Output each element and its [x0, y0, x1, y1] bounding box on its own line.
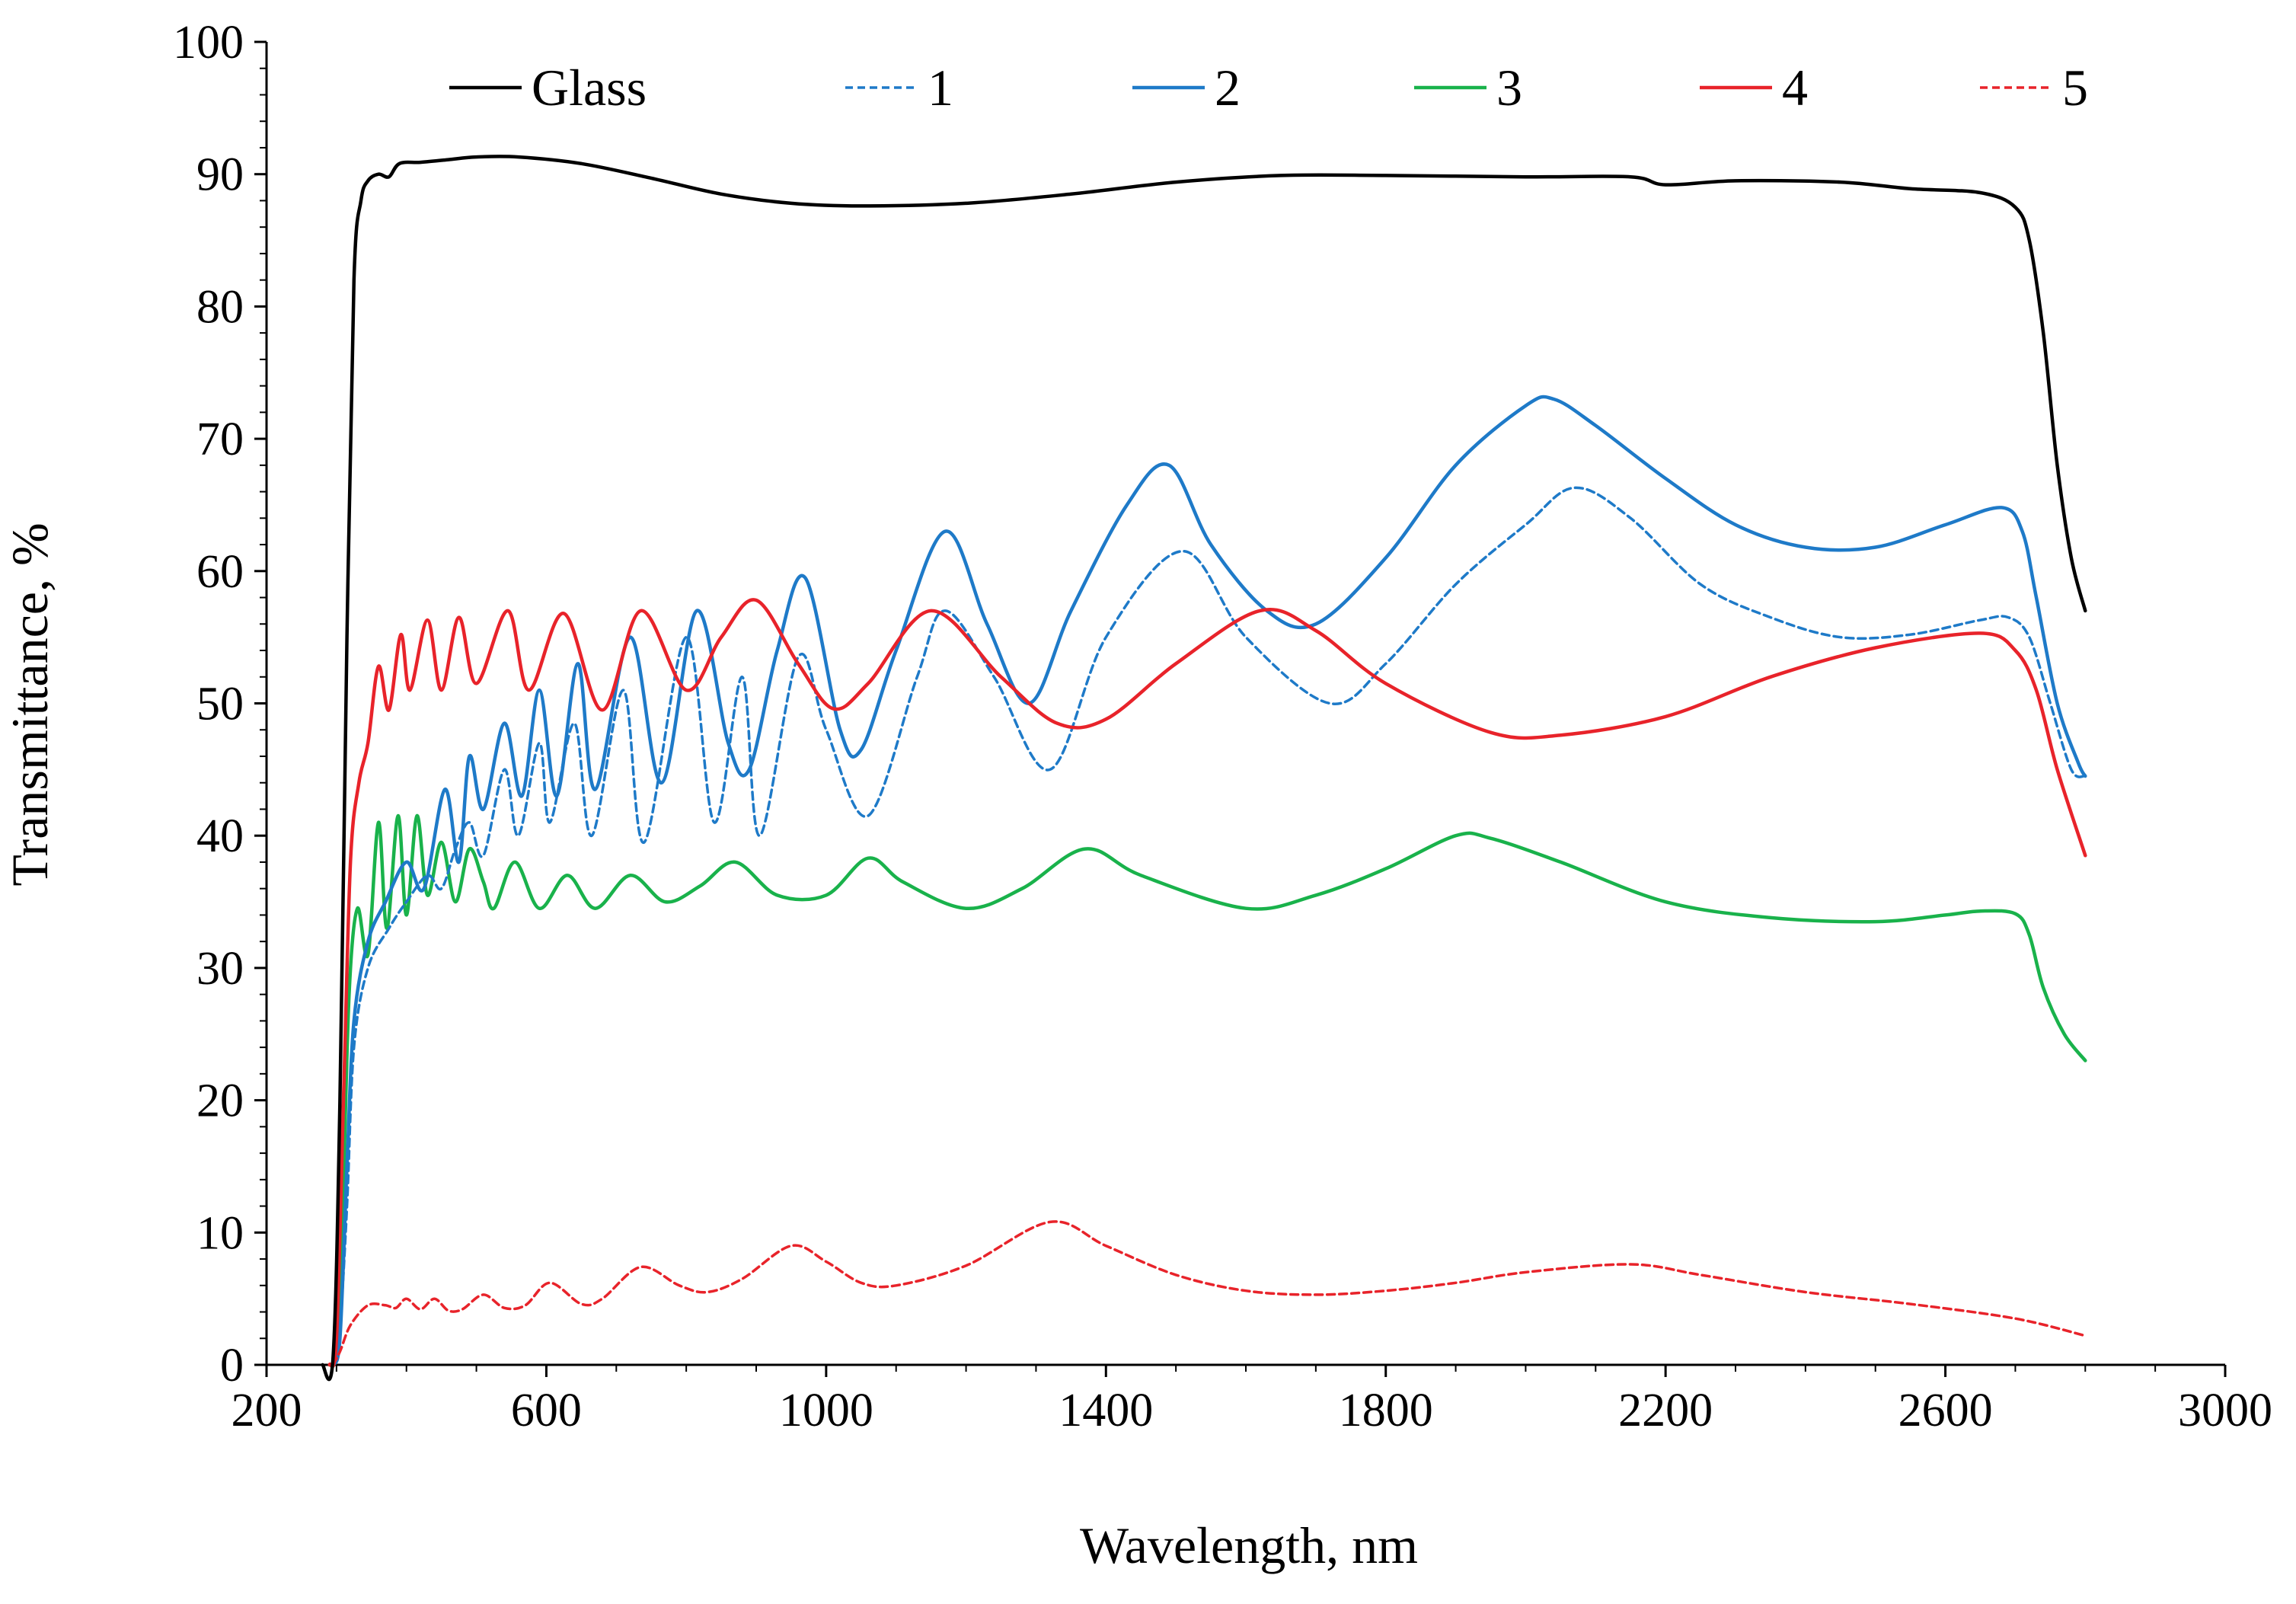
y-axis-title: Transmittance, %	[1, 522, 59, 886]
x-axis-title: Wavelength, nm	[1080, 1516, 1418, 1574]
series-line-glass	[321, 155, 2087, 1382]
legend-label: 1	[928, 59, 953, 117]
y-tick-label: 20	[196, 1075, 244, 1127]
axes-group: 0 10 20 30 40 50 60 70 80 90 100 200 600 1000 1400 1800…	[173, 17, 2272, 1436]
y-tick-label: 70	[196, 414, 244, 465]
series-line-4	[327, 598, 2087, 1369]
series-line-1	[331, 486, 2087, 1366]
x-tick-label: 2200	[1618, 1385, 1713, 1436]
legend-label: 2	[1215, 59, 1241, 117]
x-tick-label: 1800	[1339, 1385, 1433, 1436]
series-line-5	[331, 1220, 2087, 1366]
x-tick-label: 200	[232, 1385, 302, 1436]
y-tick-label: 0	[220, 1340, 244, 1392]
x-tick-label: 1400	[1059, 1385, 1153, 1436]
y-tick-label: 40	[196, 810, 244, 862]
y-tick-label: 60	[196, 546, 244, 598]
legend-label: 3	[1496, 59, 1522, 117]
y-tick-label: 100	[173, 17, 244, 69]
x-tick-label: 1000	[779, 1385, 873, 1436]
legend-label: 4	[1782, 59, 1808, 117]
x-tick-label: 3000	[2178, 1385, 2272, 1436]
legend-label: 5	[2062, 59, 2088, 117]
y-tick-label: 80	[196, 281, 244, 333]
series-line-2	[331, 395, 2087, 1367]
legend: Glass 1 2 3 4 5	[449, 59, 2088, 117]
x-tick-label: 600	[511, 1385, 582, 1436]
y-tick-label: 50	[196, 679, 244, 730]
series-group	[321, 155, 2087, 1382]
legend-label: Glass	[532, 59, 647, 117]
y-tick-label: 90	[196, 149, 244, 201]
y-tick-label: 10	[196, 1207, 244, 1259]
y-tick-label: 30	[196, 943, 244, 995]
x-tick-label: 2600	[1898, 1385, 1993, 1436]
